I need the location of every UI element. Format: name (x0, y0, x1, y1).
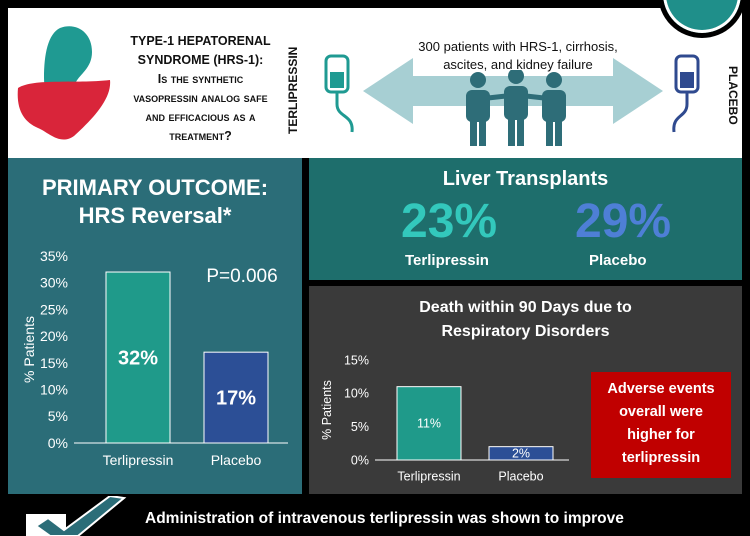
callout-line: Adverse events (607, 381, 715, 397)
title-line: Respiratory Disorders (441, 323, 610, 340)
callout-line: terlipressin (621, 450, 701, 466)
conclusion-banner: Administration of intravenous terlipress… (0, 496, 750, 536)
study-design-panel: TYPE-1 HEPATORENAL SYNDROME (HRS-1): Is … (8, 0, 746, 158)
y-tick-label: 10% (344, 387, 369, 401)
patients-icon (466, 70, 566, 146)
terlipressin-transplant-value: 23% (401, 195, 498, 248)
placebo-label: Placebo (589, 252, 647, 269)
terlipressin-arm-label: TERLIPRESSIN (286, 46, 300, 134)
y-tick-label: 25% (40, 301, 68, 317)
question-line: SYNDROME (HRS-1): (137, 53, 264, 67)
callout-line: higher for (627, 427, 695, 443)
y-tick-label: 0% (351, 453, 369, 467)
x-tick-label: Placebo (498, 470, 543, 484)
question-line: TYPE-1 HEPATORENAL (130, 34, 271, 48)
y-tick-label: 15% (40, 355, 68, 371)
y-tick-label: 5% (48, 408, 68, 424)
y-axis-label: % Patients (21, 316, 37, 383)
respiratory-death-title: Death within 90 Days due to Respiratory … (309, 296, 742, 344)
placebo-arm-label: PLACEBO (726, 65, 740, 125)
question-line: Is the synthetic (157, 72, 244, 86)
y-tick-label: 10% (40, 381, 68, 397)
bar-value-label: 32% (118, 348, 158, 370)
y-tick-label: 5% (351, 420, 369, 434)
y-tick-label: 0% (48, 435, 68, 451)
bar-value-label: 11% (417, 417, 441, 431)
liver-transplants-title: Liver Transplants (442, 168, 609, 190)
callout-line: overall were (619, 404, 703, 420)
title-line: Death within 90 Days due to (419, 299, 632, 316)
y-tick-label: 30% (40, 275, 68, 291)
y-tick-label: 20% (40, 328, 68, 344)
conclusion-text: Administration of intravenous terlipress… (145, 510, 624, 527)
question-line: treatment? (169, 129, 232, 143)
x-tick-label: Terlipressin (103, 452, 174, 468)
study-line: ascites, and kidney failure (443, 57, 593, 72)
study-line: 300 patients with HRS-1, cirrhosis, (418, 39, 618, 54)
x-tick-label: Placebo (211, 452, 262, 468)
p-value: P=0.006 (206, 266, 277, 287)
study-description: 300 patients with HRS-1, cirrhosis, asci… (403, 38, 633, 74)
adverse-events-text: Adverse events overall were higher for t… (591, 378, 731, 470)
respiratory-death-panel: Death within 90 Days due to Respiratory … (309, 286, 742, 494)
question-line: vasopressin analog safe (133, 91, 268, 105)
hrs-reversal-chart: 0% 5% 10% 15% 20% 25% 30% 35% % Patients 32% Terli… (21, 248, 288, 468)
placebo-transplant-value: 29% (575, 195, 672, 248)
decorative-circle (658, 0, 746, 38)
y-axis-label: % Patients (320, 380, 334, 440)
iv-bag-icon (672, 54, 700, 133)
terlipressin-label: Terlipressin (405, 252, 489, 269)
respiratory-death-chart: 0% 5% 10% 15% % Patients 11% Terlipressin 2% Pla… (320, 353, 569, 484)
iv-bag-icon (324, 54, 354, 133)
bar-terlipressin (396, 386, 462, 461)
y-tick-label: 15% (344, 353, 369, 367)
research-question: TYPE-1 HEPATORENAL SYNDROME (HRS-1): Is … (118, 32, 283, 146)
title-line: HRS Reversal* (78, 203, 232, 228)
kidney-liver-icon (17, 26, 111, 140)
liver-transplants-panel: Liver Transplants 23% 29% Terlipressin P… (309, 158, 742, 280)
bar-placebo (203, 351, 269, 444)
x-tick-label: Terlipressin (397, 470, 460, 484)
bar-terlipressin (105, 271, 171, 444)
primary-outcome-title: PRIMARY OUTCOME: HRS Reversal* (8, 174, 302, 230)
question-line: and efficacious as a (145, 110, 256, 124)
primary-outcome-panel: PRIMARY OUTCOME: HRS Reversal* 0% 5% 10% 15… (8, 158, 302, 494)
adverse-events-callout: Adverse events overall were higher for t… (591, 372, 731, 478)
y-tick-label: 35% (40, 248, 68, 264)
title-line: PRIMARY OUTCOME: (41, 175, 269, 200)
bar-value-label: 17% (216, 388, 256, 410)
checkmark-icon (26, 496, 127, 536)
bar-value-label: 2% (512, 447, 530, 461)
